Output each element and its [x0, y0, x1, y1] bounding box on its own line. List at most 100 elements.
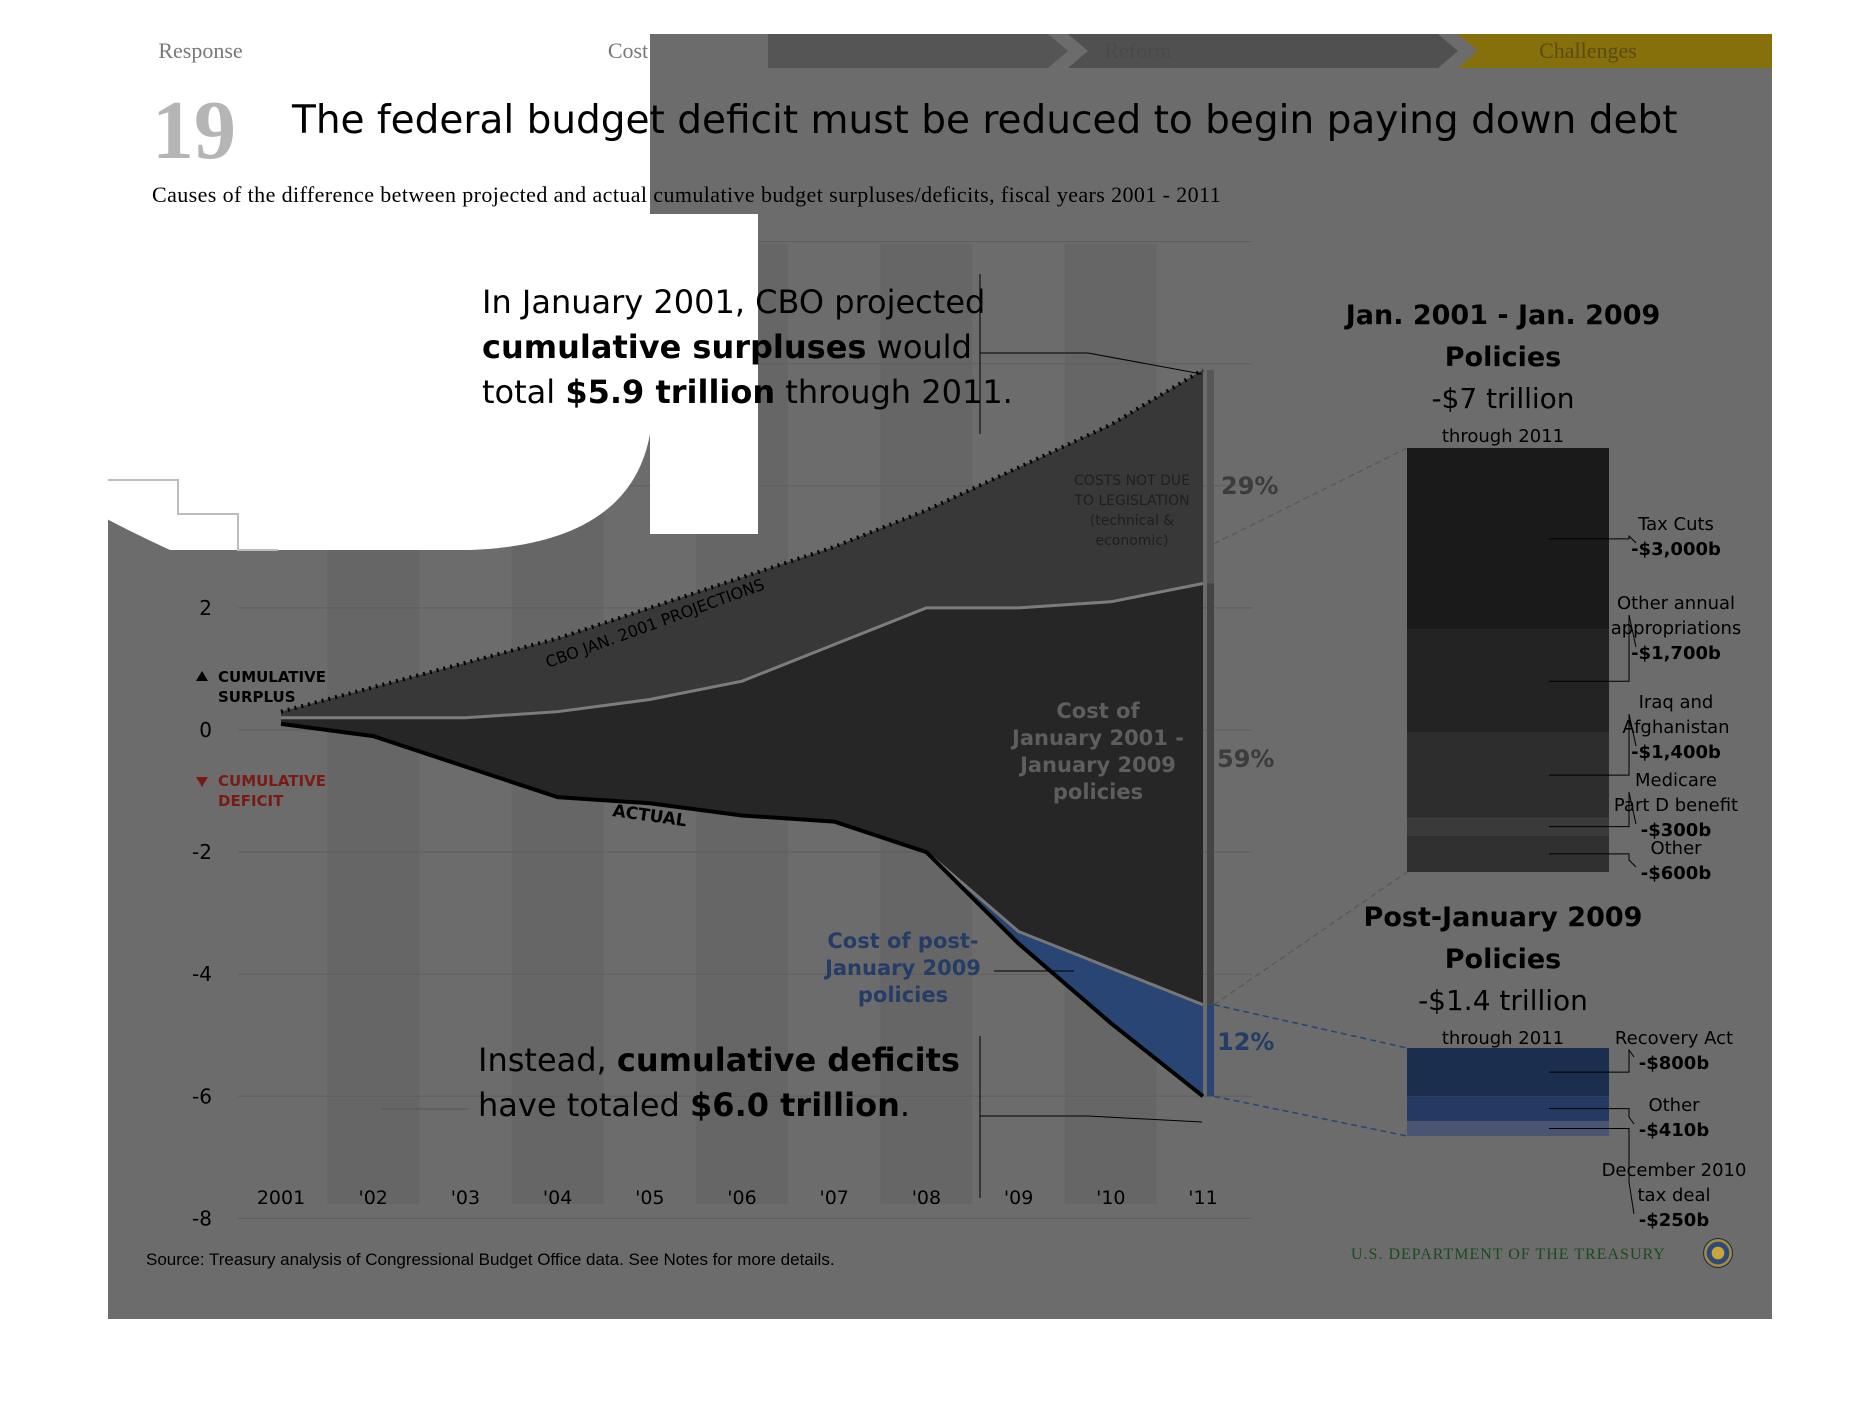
slide: $8 trillion6420-2-4-6-829%59%12%2001'02'…: [108, 34, 1772, 1319]
breakdown-leader: [1549, 853, 1637, 868]
projected-callout-line3-pre: total: [482, 373, 566, 411]
projected-callout-amount: $5.9 trillion: [565, 373, 776, 411]
breakdown-item-value: -$600b: [1641, 863, 1712, 884]
actual-line: [280, 721, 1205, 1098]
nav-item-response[interactable]: Response: [158, 38, 243, 63]
breakdown-item-value: -$300b: [1641, 820, 1712, 841]
connector-post-bottom: [1213, 1095, 1408, 1137]
white-overlay: [108, 34, 650, 550]
legend-deficit-line2: DEFICIT: [218, 792, 284, 810]
area-label-jan2001-policies: policies: [1053, 780, 1143, 804]
breakdown-leader: [1549, 1048, 1635, 1073]
projected-callout-line1: In January 2001, CBO projected: [482, 283, 986, 321]
breakdown-item-label: Other: [1650, 838, 1702, 859]
boundary-line: [281, 582, 1204, 720]
surplus-triangle-icon: [196, 671, 208, 681]
nav-reform-arrow: [1068, 34, 1458, 68]
breakdown-item-label: Iraq and: [1639, 692, 1714, 713]
breakdown-item-label: Medicare: [1635, 770, 1717, 791]
y-tick-label: -2: [192, 840, 212, 864]
nav-item-challenges[interactable]: Challenges: [1539, 38, 1637, 63]
share-bar-segment: [1207, 583, 1214, 1005]
breakdown-total: -$7 trillion: [1431, 382, 1574, 415]
area-costs-not-legislation: [281, 369, 1203, 718]
actual-callout-leader: [980, 1115, 1203, 1123]
projection-line: [280, 368, 1205, 714]
legend-deficit-line1: CUMULATIVE: [218, 772, 326, 790]
breakdown-total: -$1.4 trillion: [1418, 984, 1588, 1017]
breakdown-item-value: -$800b: [1639, 1053, 1710, 1074]
share-label-59: 59%: [1217, 745, 1274, 773]
breakdown-item-label: Recovery Act: [1615, 1028, 1733, 1049]
nav-item-cost[interactable]: Cost: [607, 38, 649, 63]
nav-challenges-bg: [1458, 34, 1772, 68]
x-tick-label: '10: [1096, 1187, 1125, 1209]
breakdown-period: through 2011: [1442, 426, 1564, 447]
breakdown-bar-segment: [1407, 817, 1609, 836]
y-tick-label: 0: [199, 718, 212, 742]
nav-item-reform[interactable]: Reform: [1104, 38, 1172, 63]
nav-reform-bg: [768, 34, 1068, 68]
y-tick-label: -8: [192, 1206, 212, 1230]
x-tick-label: '05: [635, 1187, 664, 1209]
connector-mid: [1213, 871, 1408, 1006]
breakdown-item-label: tax deal: [1638, 1185, 1711, 1206]
breakdown-leader: [1549, 1127, 1635, 1215]
breakdown-leader: [1549, 791, 1637, 828]
breakdown-item-label: Part D benefit: [1614, 795, 1738, 816]
projected-callout-line2: cumulative surpluses would: [482, 325, 1013, 370]
area-label-costs-not-legislation: COSTS NOT DUE: [1074, 473, 1190, 489]
area-label-post2009-policies: policies: [858, 983, 948, 1007]
actual-callout: Instead, cumulative deficits have totale…: [478, 1038, 960, 1128]
connector-top: [1213, 447, 1408, 545]
x-tick-label: '03: [451, 1187, 480, 1209]
actual-callout-pre: Instead,: [478, 1041, 617, 1079]
actual-callout-line2: have totaled $6.0 trillion.: [478, 1083, 960, 1128]
y-tick-label: -6: [192, 1084, 212, 1108]
area-jan2001-policies: [281, 583, 1203, 1005]
area-label-costs-not-legislation: economic): [1095, 533, 1168, 549]
breakdown-title: Post-January 2009: [1364, 902, 1643, 933]
breakdown-item-label: December 2010: [1602, 1160, 1747, 1181]
projected-callout-leader: [980, 352, 1203, 375]
share-bar-segment: [1207, 369, 1214, 584]
breakdown-bar-segment: [1407, 1120, 1609, 1136]
area-label-jan2001-policies: January 2009: [1018, 753, 1176, 777]
actual-callout-line2-pre: have totaled: [478, 1086, 691, 1124]
deficit-triangle-icon: [196, 777, 208, 787]
breakdown-0: Jan. 2001 - Jan. 2009 Policies -$7 trillio…: [1344, 300, 1742, 884]
x-tick-label: '06: [727, 1187, 756, 1209]
breakdown-leader: [1549, 1108, 1635, 1125]
area-label-costs-not-legislation: (technical &: [1090, 513, 1175, 529]
breakdown-item-value: -$410b: [1639, 1120, 1710, 1141]
agency-name: U.S. DEPARTMENT OF THE TREASURY: [1351, 1246, 1666, 1263]
area-label-post2009-policies: January 2009: [823, 956, 981, 980]
x-tick-label: '04: [543, 1187, 572, 1209]
y-tick-label: -4: [192, 962, 212, 986]
x-tick-label: 2001: [257, 1187, 305, 1209]
breakdown-item-value: -$1,400b: [1631, 742, 1721, 763]
area-label-jan2001-policies: January 2001 -: [1010, 726, 1184, 750]
chart-subtitle: Causes of the difference between project…: [152, 182, 1222, 207]
source-note: Source: Treasury analysis of Congression…: [146, 1250, 835, 1269]
breakdown-period: through 2011: [1442, 1028, 1564, 1049]
breakdown-item-label: Tax Cuts: [1637, 514, 1714, 535]
chart: $8 trillion6420-2-4-6-829%59%12%2001'02'…: [108, 34, 1772, 1231]
actual-callout-amount: $6.0 trillion: [690, 1086, 900, 1124]
breakdown-item-value: -$1,700b: [1631, 643, 1721, 664]
white-overlay-strip: [650, 214, 758, 534]
breakdown-title: Policies: [1445, 944, 1562, 975]
actual-callout-bold: cumulative deficits: [616, 1041, 960, 1079]
area-label-post2009-policies: Cost of post-: [827, 929, 978, 953]
x-tick-label: '02: [358, 1187, 387, 1209]
breakdown-title: Jan. 2001 - Jan. 2009: [1344, 300, 1661, 331]
share-label-12: 12%: [1217, 1028, 1274, 1056]
breakdown-leader: [1549, 713, 1637, 776]
projected-callout-line3-rest: through 2011.: [775, 373, 1013, 411]
overlay-step-edge: [108, 479, 278, 551]
projected-callout-line3: total $5.9 trillion through 2011.: [482, 370, 1013, 415]
area-label-costs-not-legislation: TO LEGISLATION: [1073, 493, 1189, 509]
share-label-29: 29%: [1221, 472, 1278, 500]
breakdown-item-label: Afghanistan: [1622, 717, 1729, 738]
breakdown-item-label: appropriations: [1611, 618, 1742, 639]
